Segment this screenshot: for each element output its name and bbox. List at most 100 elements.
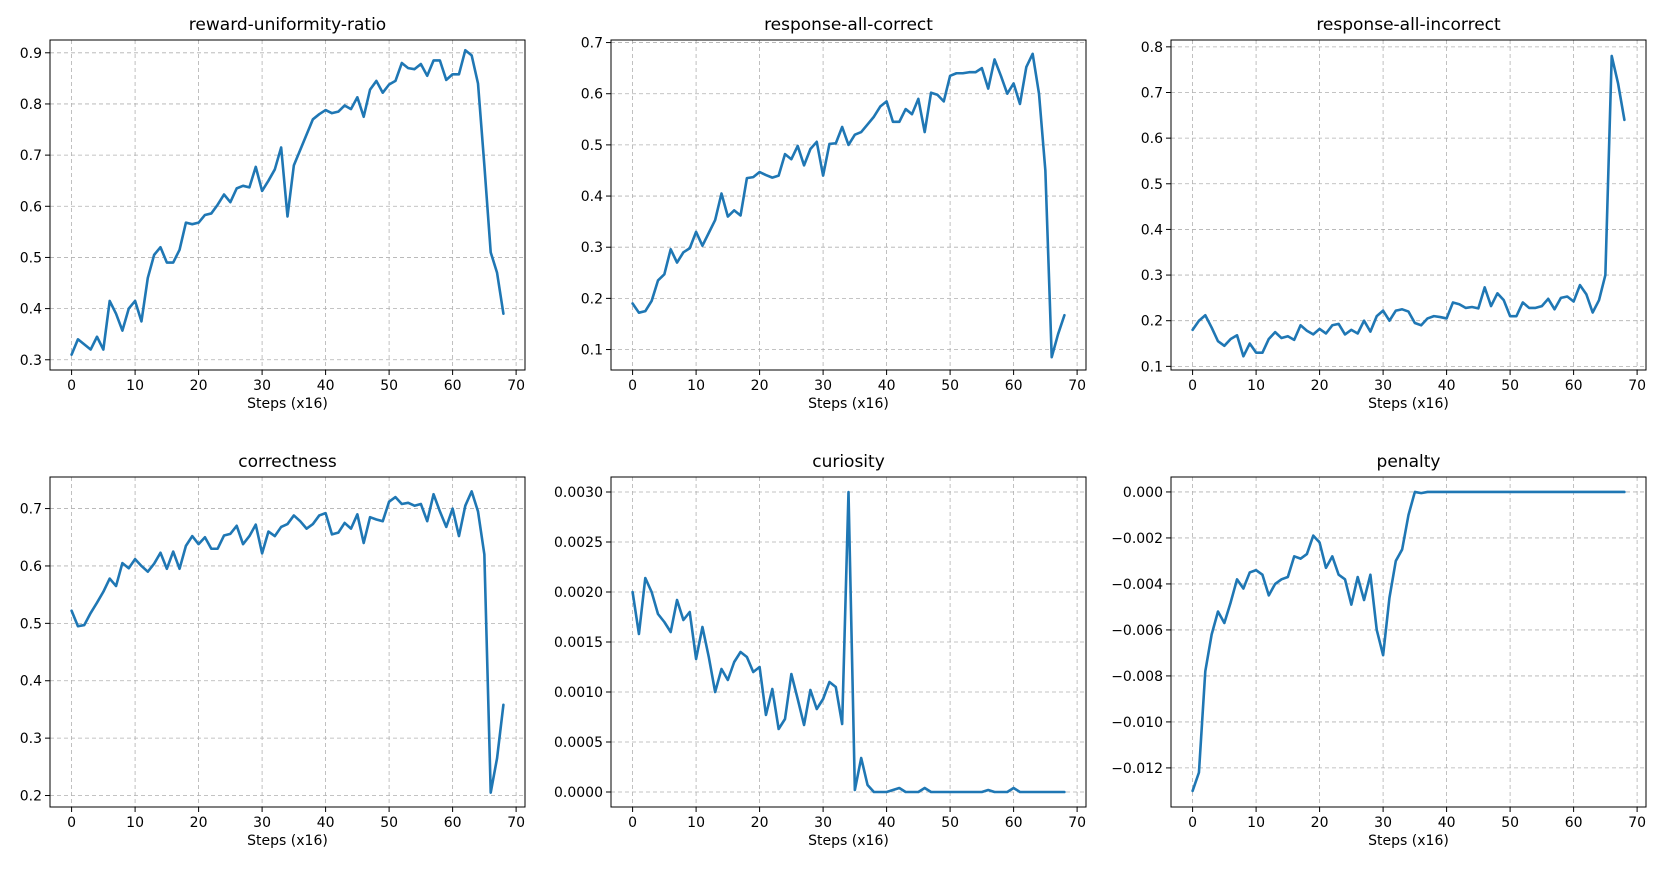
x-tick-label: 70: [1628, 378, 1646, 394]
x-tick-label: 30: [253, 378, 271, 394]
x-tick-label: 50: [941, 815, 959, 831]
y-tick-label: 0.0030: [554, 485, 603, 501]
y-tick-label: 0.7: [1141, 85, 1163, 101]
y-tick-label: 0.2: [20, 789, 42, 805]
y-tick-label: 0.5: [20, 250, 42, 266]
series-line: [631, 490, 1066, 794]
x-axis-label: Steps (x16): [808, 833, 889, 849]
subplot-reward-uniformity-ratio: 0 10 20 30 40 50 60 70 0.3 0.4 0.5 0.6 0.7 0.8 0.9 rewa…: [20, 15, 526, 412]
y-tick-label: 0.5: [581, 138, 603, 154]
y-tick-label: 0.7: [581, 36, 603, 52]
y-tick-label: 0.7: [20, 148, 42, 164]
y-tick-label: 0.9: [20, 46, 42, 62]
y-tick-label: 0.6: [1141, 131, 1163, 147]
y-tick-label: 0.7: [20, 502, 42, 518]
y-tick-label: 0.4: [1141, 222, 1163, 238]
y-tick-label: 0.000: [1123, 485, 1163, 501]
x-tick-label: 50: [1501, 378, 1519, 394]
series-line: [1191, 490, 1626, 793]
y-tick-label: 0.8: [1141, 40, 1163, 56]
x-tick-label: 70: [507, 815, 525, 831]
subplot-title: response-all-incorrect: [1316, 15, 1501, 35]
x-tick-label: 0: [1188, 378, 1197, 394]
y-tick-label: 0.0015: [554, 635, 603, 651]
x-tick-label: 40: [1438, 815, 1456, 831]
subplot-correctness: 0 10 20 30 40 50 60 70 0.2 0.3 0.4 0.5 0.6 0.7 correct…: [20, 452, 526, 849]
x-tick-label: 20: [1311, 378, 1329, 394]
x-tick-label: 20: [751, 815, 769, 831]
x-tick-label: 30: [253, 815, 271, 831]
x-tick-label: 30: [814, 815, 832, 831]
x-tick-label: 10: [126, 378, 144, 394]
x-tick-label: 60: [444, 378, 462, 394]
subplot-title: reward-uniformity-ratio: [189, 15, 386, 35]
x-tick-label: 60: [1565, 815, 1583, 831]
y-tick-label: 0.8: [20, 97, 42, 113]
series-line: [70, 490, 505, 794]
x-tick-label: 20: [190, 378, 208, 394]
x-tick-label: 60: [444, 815, 462, 831]
y-tick-label: 0.2: [1141, 314, 1163, 330]
x-tick-label: 30: [1374, 378, 1392, 394]
y-tick-label: 0.4: [20, 302, 42, 318]
series-line: [1191, 54, 1626, 358]
subplot-penalty: 0 10 20 30 40 50 60 70 0.000 −0.002 −0.004 −0.006 −0…: [1111, 452, 1647, 849]
y-tick-label: −0.004: [1111, 577, 1163, 593]
y-tick-label: 0.3: [1141, 268, 1163, 284]
x-tick-label: 40: [1438, 378, 1456, 394]
y-tick-label: 0.4: [20, 674, 42, 690]
x-tick-label: 0: [67, 815, 76, 831]
x-tick-label: 20: [190, 815, 208, 831]
y-tick-label: 0.6: [581, 87, 603, 103]
x-tick-label: 60: [1005, 815, 1023, 831]
y-tick-label: 0.3: [20, 353, 42, 369]
x-tick-label: 10: [687, 815, 705, 831]
axes-frame: [49, 39, 526, 371]
y-tick-label: 0.0020: [554, 585, 603, 601]
y-tick-label: 0.4: [581, 189, 603, 205]
x-tick-label: 10: [1247, 815, 1265, 831]
y-tick-label: −0.002: [1111, 531, 1163, 547]
x-tick-label: 60: [1565, 378, 1583, 394]
y-tick-label: 0.0000: [554, 785, 603, 801]
x-tick-label: 50: [380, 378, 398, 394]
y-tick-label: 0.3: [20, 731, 42, 747]
x-tick-label: 10: [1247, 378, 1265, 394]
x-axis-label: Steps (x16): [1368, 833, 1449, 849]
axes-frame: [1170, 476, 1647, 808]
y-tick-label: 0.1: [581, 343, 603, 359]
x-tick-label: 20: [1311, 815, 1329, 831]
y-tick-label: −0.012: [1111, 761, 1163, 777]
x-tick-label: 70: [1068, 378, 1086, 394]
subplot-title: correctness: [238, 452, 337, 472]
subplot-response-all-incorrect: 0 10 20 30 40 50 60 70 0.1 0.2 0.3 0.4 0.5 0.6 0.7 0.8 r…: [1141, 15, 1647, 412]
y-tick-label: −0.008: [1111, 669, 1163, 685]
axes-frame: [49, 476, 526, 808]
y-tick-label: 0.0025: [554, 535, 603, 551]
x-tick-label: 70: [507, 378, 525, 394]
y-tick-label: 0.2: [581, 291, 603, 307]
x-tick-label: 40: [317, 378, 335, 394]
x-tick-label: 40: [878, 378, 896, 394]
axes-frame: [610, 39, 1087, 371]
x-tick-label: 60: [1005, 378, 1023, 394]
x-tick-label: 10: [687, 378, 705, 394]
y-tick-label: 0.1: [1141, 359, 1163, 375]
x-axis-label: Steps (x16): [247, 833, 328, 849]
x-tick-label: 0: [1188, 815, 1197, 831]
x-tick-label: 0: [628, 815, 637, 831]
y-tick-label: 0.0010: [554, 685, 603, 701]
subplot-curiosity: 0 10 20 30 40 50 60 70 0.0000 0.0005 0.0010 0.0015 0…: [554, 452, 1087, 849]
y-tick-label: 0.0005: [554, 735, 603, 751]
y-tick-label: 0.6: [20, 199, 42, 215]
subplot-response-all-correct: 0 10 20 30 40 50 60 70 0.1 0.2 0.3 0.4 0.5 0.6 0.7 resp…: [581, 15, 1087, 412]
x-tick-label: 10: [126, 815, 144, 831]
axes-frame: [1170, 39, 1647, 371]
x-tick-label: 70: [1068, 815, 1086, 831]
y-tick-label: 0.3: [581, 240, 603, 256]
series-line: [631, 52, 1066, 359]
x-tick-label: 20: [751, 378, 769, 394]
x-tick-label: 30: [814, 378, 832, 394]
x-tick-label: 0: [67, 378, 76, 394]
